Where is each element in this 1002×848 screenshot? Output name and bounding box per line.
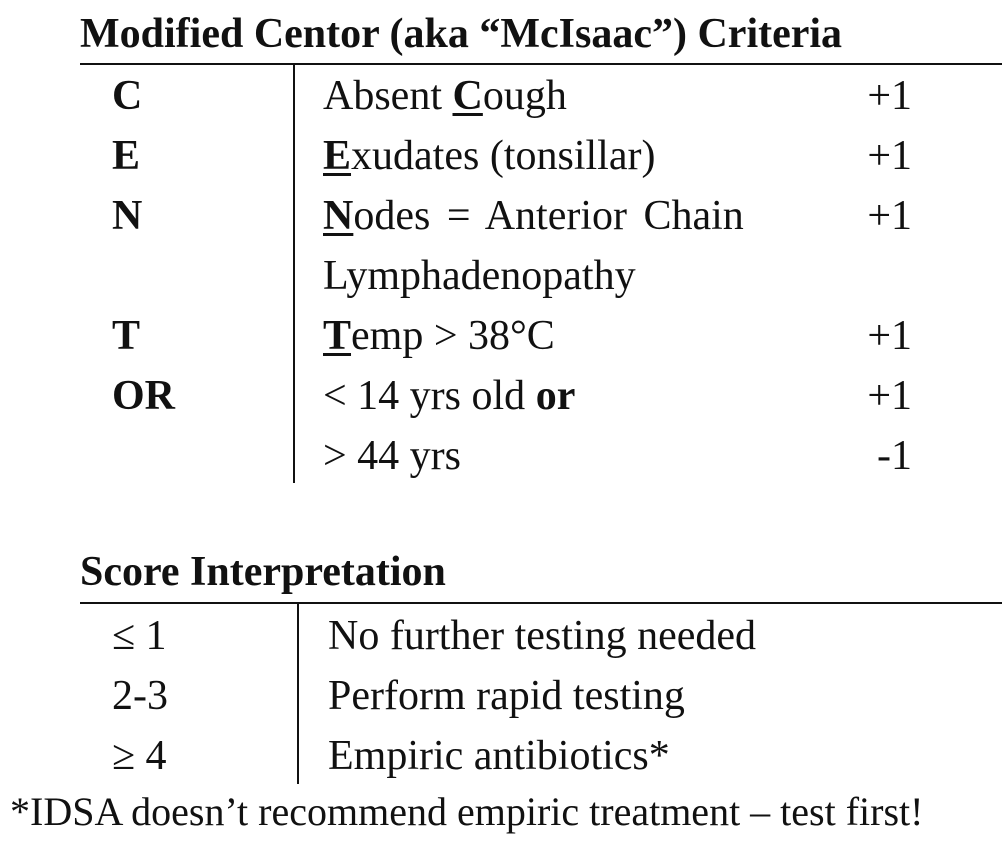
criterion-key-letter: C (452, 73, 483, 119)
criterion-description-rest: emp > 38°C (351, 313, 555, 359)
criterion-key-letter: N (323, 193, 354, 239)
criterion-key-letter: E (323, 133, 352, 179)
criterion-points: +1 (867, 133, 912, 179)
score-value: ≤ 1 (112, 613, 167, 659)
criterion-description-cough: Absent Cough (323, 66, 567, 126)
criterion-key-letter: T (323, 313, 352, 359)
criterion-description-or: or (535, 373, 576, 419)
score-interpretation-title: Score Interpretation (80, 549, 446, 595)
score-interpretation: Empiric antibiotics* (328, 733, 670, 779)
criterion-description-rest: odes = Anterior Chain (353, 193, 744, 239)
criterion-description-prefix: Absent (323, 73, 453, 119)
score-value: ≥ 4 (112, 733, 167, 779)
criterion-letter-n: N (112, 193, 143, 239)
criterion-description-rest: ough (482, 73, 567, 119)
criterion-description-exudates: Exudates (tonsillar) (323, 126, 655, 186)
criterion-points: +1 (867, 193, 912, 239)
criterion-description-continuation: Lymphadenopathy (323, 253, 636, 299)
criterion-description-age-young: < 14 yrs old or (323, 366, 575, 426)
criterion-points: -1 (877, 433, 912, 479)
criterion-description-main: < 14 yrs old (323, 373, 536, 419)
criterion-letter-t: T (112, 313, 141, 359)
criterion-description-rest: xudates (tonsillar) (351, 133, 656, 179)
criterion-description-temp: Temp > 38°C (323, 306, 555, 366)
criterion-points: +1 (867, 373, 912, 419)
score-value: 2-3 (112, 673, 168, 719)
score-header-rule (80, 602, 1002, 604)
criterion-letter-or: OR (112, 373, 175, 419)
criteria-title: Modified Centor (aka “McIsaac”) Criteria (80, 11, 843, 57)
score-column-divider (297, 604, 299, 784)
score-interpretation: Perform rapid testing (328, 673, 685, 719)
criterion-description-nodes: Nodes = Anterior Chain (323, 186, 744, 246)
footnote: *IDSA doesn’t recommend empiric treatmen… (10, 789, 924, 834)
criteria-header-rule (80, 63, 1002, 65)
criterion-description-age-old: > 44 yrs (323, 433, 462, 479)
criterion-points: +1 (867, 313, 912, 359)
score-interpretation: No further testing needed (328, 613, 757, 659)
criterion-points: +1 (867, 73, 912, 119)
criterion-letter-c: C (112, 73, 143, 119)
criteria-column-divider (293, 65, 295, 483)
criterion-letter-e: E (112, 133, 141, 179)
